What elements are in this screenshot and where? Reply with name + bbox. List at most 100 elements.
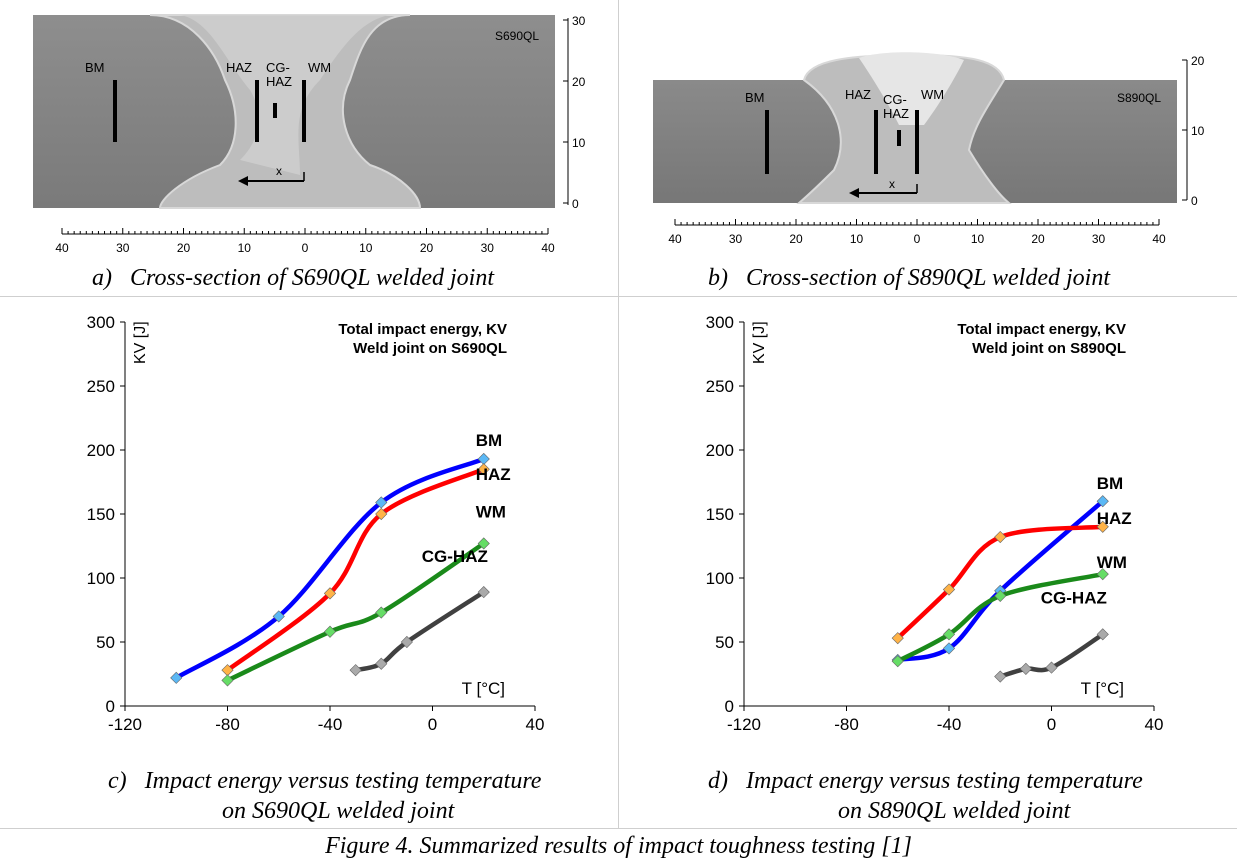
zone-wm-label: WM xyxy=(921,87,944,102)
series-line-cg-haz xyxy=(353,589,486,673)
data-point-cg-haz xyxy=(1045,661,1058,674)
y-tick-label: 0 xyxy=(725,697,734,716)
data-point-wm xyxy=(323,625,337,638)
caption-c-prefix: c) xyxy=(108,768,127,794)
series-label-haz: HAZ xyxy=(1097,509,1132,528)
y-tick-label: 150 xyxy=(706,505,734,524)
horizontal-ruler: 40 30 20 10 0 10 20 30 40 xyxy=(668,219,1166,246)
data-point-bm xyxy=(375,496,388,509)
data-point-haz xyxy=(994,530,1007,544)
figure-caption: Figure 4. Summarized results of impact t… xyxy=(325,833,912,859)
data-point-haz xyxy=(942,583,956,596)
x-arrowhead xyxy=(849,188,859,198)
ruler-tick-label: 30 xyxy=(1092,232,1106,246)
data-point-bm xyxy=(942,642,956,655)
data-point-wm xyxy=(1096,568,1109,581)
zone-haz-label: HAZ xyxy=(226,60,252,75)
zone-bm-label: BM xyxy=(85,60,105,75)
data-point-wm xyxy=(221,674,234,687)
caption-c-line1: Impact energy versus testing temperature xyxy=(144,768,542,794)
caption-a-prefix: a) xyxy=(92,265,112,291)
x-tick-label: -40 xyxy=(318,715,343,734)
horizontal-divider-bottom xyxy=(0,828,1237,829)
ruler-tick-label: 40 xyxy=(1152,232,1166,246)
data-point-haz xyxy=(375,507,388,521)
y-tick-label: 200 xyxy=(706,441,734,460)
series-label-bm: BM xyxy=(1097,474,1123,493)
ruler-tick-label: 10 xyxy=(971,232,985,246)
y-tick-label: 150 xyxy=(87,505,115,524)
data-point-cg-haz xyxy=(375,657,388,670)
caption-c: c) Impact energy versus testing temperatu… xyxy=(108,768,541,794)
x-axis-label: T [°C] xyxy=(462,679,505,698)
series-label-bm: BM xyxy=(476,431,502,450)
zone-haz-label: HAZ xyxy=(845,87,871,102)
caption-b-text: Cross-section of S890QL welded joint xyxy=(746,265,1111,291)
caption-c-line2: on S690QL welded joint xyxy=(222,798,455,824)
caption-d-prefix: d) xyxy=(708,768,728,794)
weld-fusion-zone xyxy=(180,15,390,175)
scale-tick-label: 0 xyxy=(1191,194,1198,208)
data-point-wm xyxy=(375,606,388,619)
x-tick-label: -80 xyxy=(834,715,859,734)
chart-subtitle: Weld joint on S690QL xyxy=(353,340,507,357)
ruler-tick-label: 10 xyxy=(850,232,864,246)
ruler-tick-label: 30 xyxy=(116,241,130,255)
ruler-tick-label: 20 xyxy=(420,241,434,255)
steel-grade-label: S690QL xyxy=(495,29,539,43)
y-axis-label: KV [J] xyxy=(132,321,149,364)
data-point-bm xyxy=(1096,495,1109,508)
scale-tick-label: 0 xyxy=(572,197,579,211)
chart-subtitle: Weld joint on S890QL xyxy=(972,340,1126,357)
chart-title: Total impact energy, KV xyxy=(338,321,507,338)
ruler-tick-label: 30 xyxy=(481,241,495,255)
scale-tick-label: 30 xyxy=(572,14,586,28)
scale-tick-label: 10 xyxy=(1191,124,1205,138)
x-tick-label: 40 xyxy=(526,715,545,734)
y-axis-label: KV [J] xyxy=(751,321,768,364)
x-axis-label: T [°C] xyxy=(1081,679,1124,698)
series-label-wm: WM xyxy=(476,502,506,521)
series-line-bm xyxy=(895,498,1105,663)
x-marker-label: x xyxy=(276,164,282,178)
data-point-cg-haz xyxy=(477,585,490,599)
ruler-tick-label: 20 xyxy=(177,241,191,255)
caption-d: d) Impact energy versus testing temperatu… xyxy=(708,768,1143,794)
caption-b-prefix: b) xyxy=(708,265,728,291)
x-tick-label: -40 xyxy=(937,715,962,734)
zone-bm-label: BM xyxy=(745,90,765,105)
series-label-haz: HAZ xyxy=(476,465,511,484)
y-tick-label: 200 xyxy=(87,441,115,460)
series-line-cg-haz xyxy=(998,632,1105,679)
x-tick-label: -80 xyxy=(215,715,240,734)
data-point-cg-haz xyxy=(1019,662,1032,675)
ruler-tick-label: 0 xyxy=(302,241,309,255)
horizontal-divider-top xyxy=(0,296,1237,297)
weld-cap xyxy=(859,52,964,125)
scale-tick-label: 20 xyxy=(1191,54,1205,68)
scale-tick-label: 10 xyxy=(572,136,586,150)
data-point-wm xyxy=(994,589,1007,603)
scale-tick-label: 20 xyxy=(572,75,586,89)
cross-section-s690ql: BM HAZ CG- HAZ WM S690QL x 30 20 10 0 40 30 2… xyxy=(33,14,586,255)
steel-grade-label: S890QL xyxy=(1117,91,1161,105)
y-tick-label: 300 xyxy=(706,313,734,332)
y-tick-label: 250 xyxy=(706,377,734,396)
series-label-wm: WM xyxy=(1097,553,1127,572)
data-point-haz xyxy=(221,664,234,677)
series-label-cg-haz: CG-HAZ xyxy=(1041,588,1107,607)
ruler-tick-label: 40 xyxy=(541,241,555,255)
series-label-cg-haz: CG-HAZ xyxy=(422,547,488,566)
ruler-tick-label: 10 xyxy=(359,241,373,255)
y-tick-label: 300 xyxy=(87,313,115,332)
series-line-haz xyxy=(225,466,486,673)
y-tick-label: 0 xyxy=(106,697,115,716)
impact-energy-chart-s890ql: 0 50 100 150 200 250 300 -120 -80 -40 0 40 KV [J] T [… xyxy=(706,313,1164,734)
horizontal-ruler: 40 30 20 10 0 10 20 30 40 xyxy=(55,228,555,255)
vertical-divider xyxy=(618,0,619,828)
data-point-haz xyxy=(1096,520,1109,533)
data-point-cg-haz xyxy=(994,670,1007,683)
data-point-cg-haz xyxy=(349,664,362,677)
ruler-tick-label: 20 xyxy=(1031,232,1045,246)
y-tick-label: 50 xyxy=(715,633,734,652)
